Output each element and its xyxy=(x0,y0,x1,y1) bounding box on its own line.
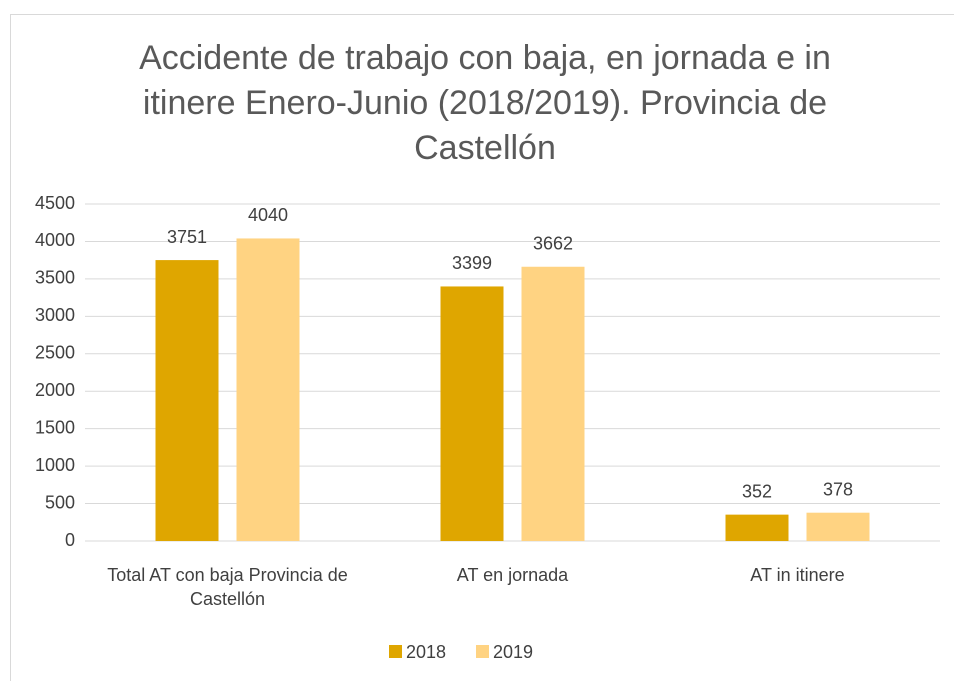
bar xyxy=(440,286,504,541)
y-tick-label: 3000 xyxy=(35,305,75,325)
data-label: 352 xyxy=(742,481,772,501)
legend-swatch xyxy=(476,645,489,658)
x-tick-label: AT in itinere xyxy=(750,565,845,585)
bar xyxy=(236,238,300,541)
y-tick-label: 2500 xyxy=(35,343,75,363)
y-tick-label: 500 xyxy=(45,492,75,512)
x-tick-label: Total AT con baja Provincia de Castellón xyxy=(107,565,348,609)
bar xyxy=(806,512,870,541)
bar xyxy=(521,266,585,541)
bar xyxy=(155,260,219,541)
legend-label: 2019 xyxy=(493,642,533,662)
data-label: 378 xyxy=(823,479,853,499)
chart-frame xyxy=(10,14,954,681)
data-label: 3751 xyxy=(167,227,207,247)
y-tick-label: 1500 xyxy=(35,417,75,437)
bar xyxy=(725,514,789,541)
legend-label: 2018 xyxy=(406,642,446,662)
data-label: 3399 xyxy=(452,253,492,273)
y-tick-label: 2000 xyxy=(35,380,75,400)
legend-swatch xyxy=(389,645,402,658)
data-label: 4040 xyxy=(248,205,288,225)
y-tick-label: 0 xyxy=(65,530,75,550)
y-tick-label: 4000 xyxy=(35,230,75,250)
y-tick-label: 1000 xyxy=(35,455,75,475)
data-label: 3662 xyxy=(533,234,573,254)
chart-title: Accidente de trabajo con baja, en jornad… xyxy=(139,39,831,167)
y-tick-label: 3500 xyxy=(35,268,75,288)
x-tick-label: AT en jornada xyxy=(456,565,569,585)
y-tick-label: 4500 xyxy=(35,193,75,213)
